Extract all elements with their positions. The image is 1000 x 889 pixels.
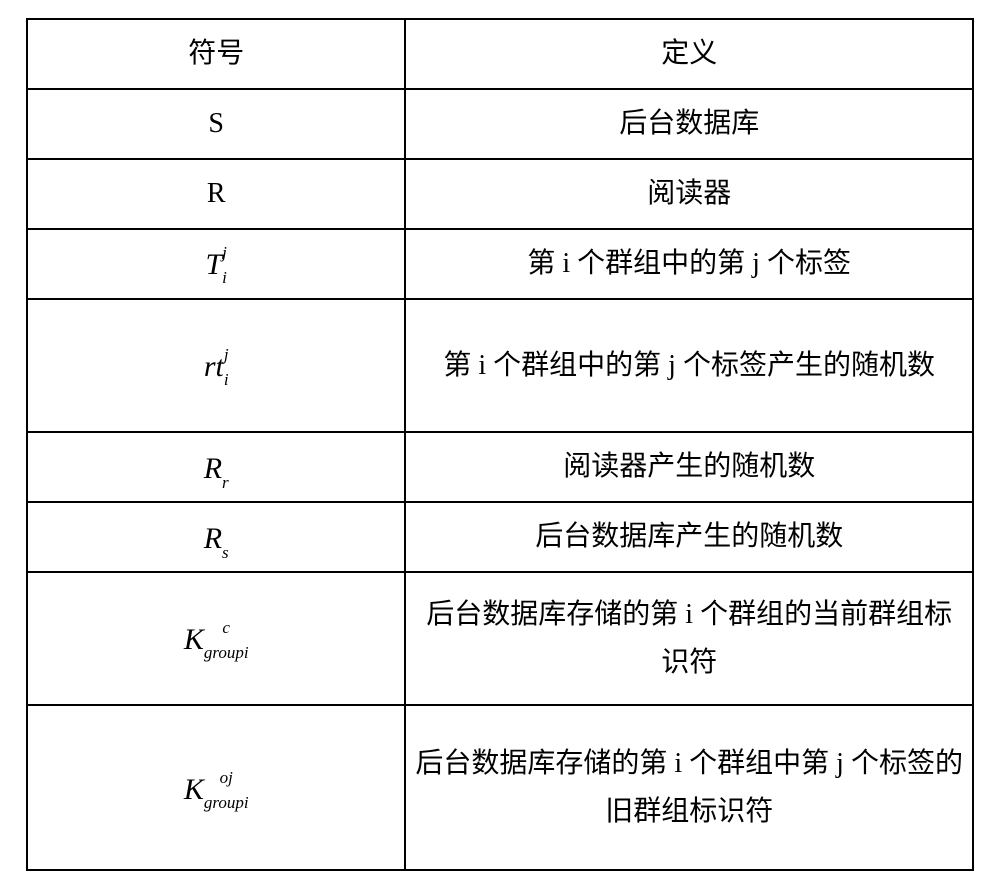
symbol-cell: Tji	[27, 229, 405, 299]
symbol-sub: groupi	[204, 794, 249, 811]
definition-cell: 第 i 个群组中的第 j 个标签产生的随机数	[405, 299, 973, 433]
definition-cell: 后台数据库存储的第 i 个群组的当前群组标识符	[405, 572, 973, 706]
symbol-cell: Rr	[27, 432, 405, 502]
table-row: Tji 第 i 个群组中的第 j 个标签	[27, 229, 973, 299]
table-row: Koj groupi 后台数据库存储的第 i 个群组中第 j 个标签的旧群组标识符	[27, 705, 973, 870]
symbol-sub: i	[224, 371, 229, 388]
symbol-sup: j	[222, 244, 227, 261]
symbol-R-s: Rs	[204, 523, 229, 555]
symbol-cell: Koj groupi	[27, 705, 405, 870]
symbol-base: K	[184, 775, 204, 805]
symbol-base: K	[184, 625, 204, 655]
table-row: Rs 后台数据库产生的随机数	[27, 502, 973, 572]
symbol-text: R	[207, 178, 226, 209]
definition-cell: 后台数据库存储的第 i 个群组中第 j 个标签的旧群组标识符	[405, 705, 973, 870]
symbol-sup: c	[204, 619, 249, 636]
definition-cell: 后台数据库产生的随机数	[405, 502, 973, 572]
symbol-sub: r	[222, 473, 229, 492]
table-header-row: 符号 定义	[27, 19, 973, 89]
table-row: Kc groupi 后台数据库存储的第 i 个群组的当前群组标识符	[27, 572, 973, 706]
definition-cell: 阅读器	[405, 159, 973, 229]
symbol-base: R	[204, 524, 222, 554]
table-row: S 后台数据库	[27, 89, 973, 159]
symbol-sup: j	[224, 346, 229, 363]
symbol-rt-i-j: rtji	[204, 350, 229, 384]
definition-cell: 后台数据库	[405, 89, 973, 159]
symbol-cell: Rs	[27, 502, 405, 572]
symbol-sup: oj	[204, 769, 249, 786]
table-row: R 阅读器	[27, 159, 973, 229]
symbol-S: S	[208, 110, 224, 138]
definition-cell: 阅读器产生的随机数	[405, 432, 973, 502]
symbol-base: rt	[204, 352, 224, 382]
symbol-definition-table: 符号 定义 S 后台数据库 R 阅读器 Tji	[26, 18, 974, 871]
symbol-base: R	[204, 454, 222, 484]
symbol-T-i-j: Tji	[205, 248, 226, 282]
symbol-cell: R	[27, 159, 405, 229]
definition-cell: 第 i 个群组中的第 j 个标签	[405, 229, 973, 299]
symbol-cell: rtji	[27, 299, 405, 433]
table-row: rtji 第 i 个群组中的第 j 个标签产生的随机数	[27, 299, 973, 433]
symbol-cell: Kc groupi	[27, 572, 405, 706]
symbol-sub: s	[222, 543, 229, 562]
symbol-sub: groupi	[204, 644, 249, 661]
header-definition: 定义	[405, 19, 973, 89]
header-symbol: 符号	[27, 19, 405, 89]
symbol-base: T	[205, 250, 222, 280]
symbol-K-groupi-c: Kcgroupi	[184, 623, 249, 657]
symbol-definition-table-wrapper: 符号 定义 S 后台数据库 R 阅读器 Tji	[0, 0, 1000, 889]
symbol-R-r: Rr	[204, 453, 229, 485]
symbol-K-groupi-oj: Kojgroupi	[184, 773, 249, 807]
symbol-cell: S	[27, 89, 405, 159]
table-row: Rr 阅读器产生的随机数	[27, 432, 973, 502]
symbol-R: R	[207, 180, 226, 208]
symbol-text: S	[208, 108, 224, 139]
symbol-sub: i	[222, 269, 227, 286]
